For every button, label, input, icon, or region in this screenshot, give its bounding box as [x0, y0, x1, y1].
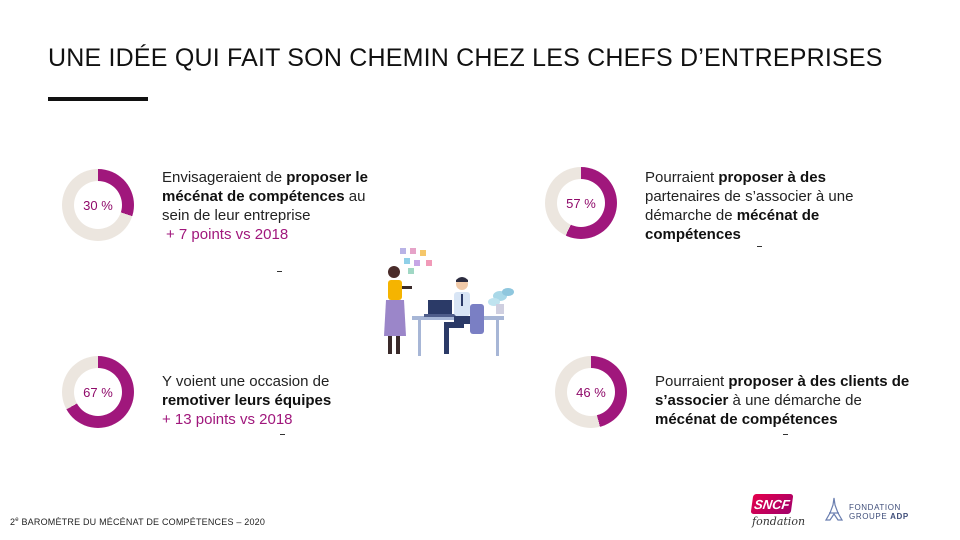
- plant-icon: [488, 288, 514, 314]
- title-underline: [48, 97, 148, 101]
- donut-percent-label: 57 %: [557, 179, 605, 227]
- donut-percent-label: 30 %: [74, 181, 122, 229]
- eiffel-tower-icon: [825, 497, 843, 521]
- sncf-logo-mark: SNCF: [750, 494, 794, 514]
- stat-delta: + 7 points vs 2018: [166, 226, 289, 243]
- footer-caption: 2e BAROMÈTRE DU MÉCÉNAT DE COMPÉTENCES –…: [10, 517, 266, 527]
- page-title: UNE IDÉE QUI FAIT SON CHEMIN CHEZ LES CH…: [48, 44, 883, 72]
- woman-figure-icon: [384, 266, 412, 354]
- sticky-notes-icon: [400, 248, 432, 274]
- divider-dash: [757, 246, 762, 247]
- man-figure-icon: [444, 277, 484, 354]
- fondation-adp-logo: FONDATION GROUPE ADP: [825, 497, 909, 521]
- divider-dash: [277, 271, 282, 272]
- donut-chart-67: 67 %: [62, 356, 134, 428]
- stat-text-2: Pourraient proposer à des partenaires de…: [645, 169, 854, 243]
- donut-percent-label: 67 %: [74, 368, 122, 416]
- donut-chart-30: 30 %: [62, 169, 134, 241]
- office-illustration: [384, 248, 514, 356]
- donut-chart-46: 46 %: [555, 356, 627, 428]
- stat-text-3: Y voient une occasion de remotiver leurs…: [162, 373, 332, 428]
- laptop-icon: [424, 300, 456, 317]
- donut-chart-57: 57 %: [545, 167, 617, 239]
- stat-text-4: Pourraient proposer à des clients de s’a…: [655, 373, 910, 428]
- sncf-logo-subtitle: fondation: [752, 515, 806, 528]
- donut-percent-label: 46 %: [567, 368, 615, 416]
- divider-dash: [783, 434, 788, 435]
- stat-delta: + 13 points vs 2018: [162, 411, 293, 428]
- stat-text-1: Envisageraient de proposer le mécénat de…: [162, 169, 368, 243]
- sncf-fondation-logo: SNCF fondation: [750, 494, 806, 528]
- divider-dash: [280, 434, 285, 435]
